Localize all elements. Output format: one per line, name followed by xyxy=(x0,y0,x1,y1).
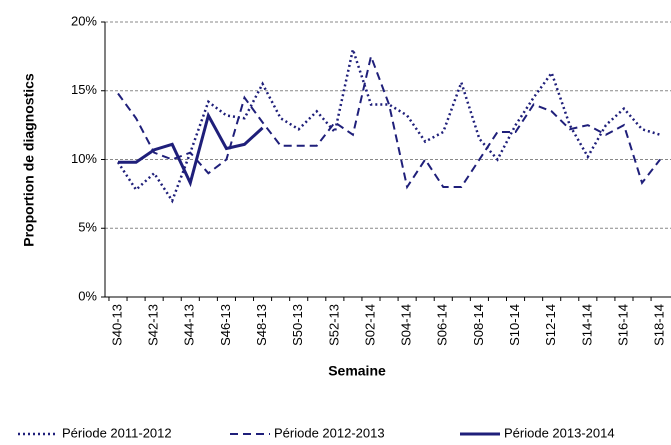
x-tick-label: S52-13 xyxy=(326,304,341,346)
y-tick-label: 10% xyxy=(71,151,97,166)
x-axis-label: Semaine xyxy=(328,363,386,379)
y-axis-label: Proportion de diagnostics xyxy=(21,73,37,247)
x-tick-label: S50-13 xyxy=(290,304,305,346)
x-tick-label: S46-13 xyxy=(218,304,233,346)
series-line xyxy=(118,111,264,188)
y-tick-label: 5% xyxy=(78,220,97,235)
y-tick-label: 15% xyxy=(71,82,97,97)
x-tick-label: S12-14 xyxy=(543,304,558,346)
x-tick-label: S10-14 xyxy=(507,304,522,346)
x-tick-label: S08-14 xyxy=(471,304,486,346)
x-tick-label: S48-13 xyxy=(254,304,269,346)
x-tick-label: S16-14 xyxy=(615,304,630,346)
x-tick-label: S14-14 xyxy=(579,304,594,346)
series-line xyxy=(117,52,661,190)
x-tick-label: S40-13 xyxy=(109,304,124,346)
x-tick-label: S04-14 xyxy=(399,304,414,346)
x-tick-label: S06-14 xyxy=(435,304,450,346)
series-line xyxy=(116,44,661,204)
x-tick-label: S02-14 xyxy=(362,304,377,346)
x-tick-label: S42-13 xyxy=(146,304,161,346)
legend-label: Période 2012-2013 xyxy=(274,425,385,440)
legend-label: Période 2011-2012 xyxy=(62,425,172,440)
y-tick-label: 0% xyxy=(78,288,97,303)
legend-label: Période 2013-2014 xyxy=(504,425,615,440)
x-tick-label: S44-13 xyxy=(182,304,197,346)
y-tick-label: 20% xyxy=(71,13,97,28)
x-tick-label: S18-14 xyxy=(652,304,667,346)
